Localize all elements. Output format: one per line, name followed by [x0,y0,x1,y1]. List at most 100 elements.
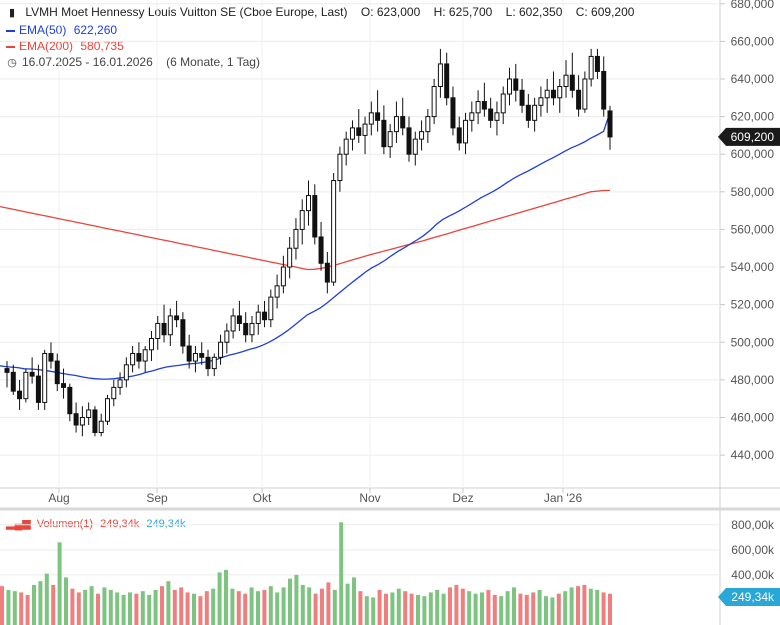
volume-bar [198,596,203,625]
volume-bar [32,584,36,625]
volume-bar [294,574,299,625]
ohlc-close: C: 609,200 [575,5,635,19]
candle-body [513,78,519,91]
volume-bar [556,593,561,625]
volume-bar [89,586,94,625]
volume-tick-label: 600,00k [731,543,775,557]
candle-body [98,420,104,434]
volume-layer: 400,00k 600,00k 800,00k 249,34k [0,518,780,625]
volume-bar [243,593,248,625]
month-label: Sep [146,491,168,505]
candle-body [431,86,437,118]
candle-body [205,356,211,370]
volume-header: ▂▄▆ Volumen(1) 249,34k 249,34k [6,517,185,530]
volume-bar [441,593,446,625]
ema200-line [0,189,611,271]
ohlc-low: L: 602,350 [505,5,563,19]
volume-bar [185,592,190,625]
candle-body [544,89,550,99]
candle-body [262,311,268,321]
volume-bar [140,591,145,625]
volume-bar [211,588,216,625]
candle-body [280,266,286,287]
volume-bar [460,588,465,625]
last-volume-badge [718,588,780,606]
candle-body [299,210,305,230]
volume-bar [518,593,523,625]
volume-label: Volumen(1) [36,518,94,530]
volume-bar [588,588,593,625]
candle-body [199,353,205,358]
candles-layer [4,48,613,437]
y-axis: 440,000 460,000 480,000 500,000 520,000 540,0… [718,0,780,462]
volume-bar [576,586,580,625]
price-tick-label: 680,000 [731,0,775,11]
range-note: (6 Monate, 1 Tag) [166,55,260,69]
volume-bar [512,587,516,625]
candle-body [519,89,525,106]
candle-body [306,195,311,212]
candle-body [312,195,318,238]
candle-body [419,131,425,140]
candle-body [186,345,192,362]
volume-bar [217,572,222,625]
candle-body [35,375,41,403]
volume-bar [537,589,542,625]
candle-body [180,319,186,347]
candle-body [582,78,588,110]
ema50-legend[interactable]: EMA(50) 622,260 [6,23,121,37]
candle-body [393,116,399,133]
volume-bar [339,522,344,625]
candle-body [318,236,324,264]
volume-bar [486,589,491,625]
ema50-swatch [6,29,15,32]
candle-body [130,353,136,366]
volume-bar [288,578,292,625]
candle-body [243,322,249,336]
candle-body [500,93,506,114]
candle-body [387,131,393,148]
candle-body [324,262,330,283]
ema200-legend[interactable]: EMA(200) 580,735 [6,39,128,53]
volume-bar [0,586,4,625]
price-tick-label: 600,000 [731,147,775,161]
candle-body [525,104,531,121]
candle-body [450,97,456,129]
candle-body [42,353,48,403]
candle-body [550,89,556,99]
candle-body [362,123,368,136]
volume-bar [121,594,126,625]
candlestick-chart-icon: ▮ [8,7,16,19]
volume-bar [409,593,414,625]
volume-bar [454,584,459,625]
candle-body [481,101,487,110]
candle-body [444,63,450,99]
month-label: Dez [452,491,473,505]
candle-body [569,74,575,91]
candle-body [23,371,29,400]
month-label: Okt [253,491,272,505]
candle-body [73,413,79,426]
volume-bar [108,589,113,625]
volume-bar [249,587,254,625]
volume-bar [70,588,75,625]
volume-bar [396,588,401,625]
ema200-label: EMA(200) [19,39,74,53]
candle-body [155,322,161,339]
volume-bar [262,589,267,625]
volume-bar [531,592,536,625]
candle-body [255,311,261,324]
ema200-value: 580,735 [80,39,124,53]
ohlc-open: O: 623,000 [360,5,421,19]
candle-body [105,398,110,422]
candle-body [111,386,117,400]
volume-bar [371,597,376,625]
volume-bar [595,589,600,625]
price-tick-label: 660,000 [731,34,775,48]
volume-bar [544,596,548,625]
volume-bar [601,592,606,625]
volume-bar [19,592,24,625]
price-tick-label: 460,000 [731,410,775,424]
candle-body [224,330,230,343]
